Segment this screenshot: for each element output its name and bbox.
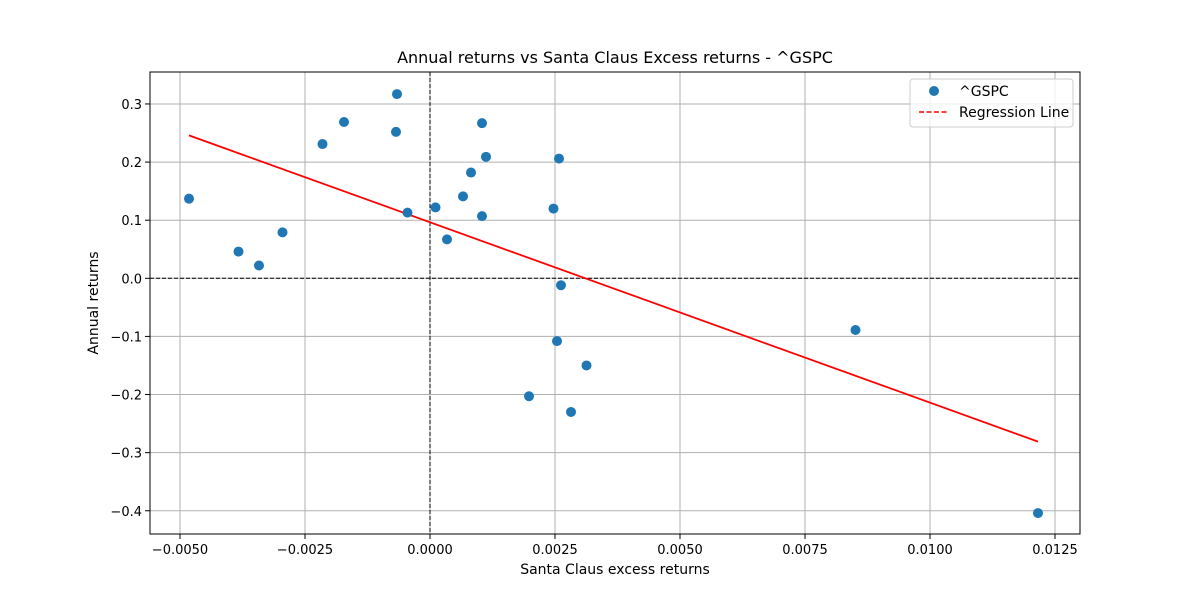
data-point	[392, 89, 402, 100]
x-axis-title: Santa Claus excess returns	[520, 562, 710, 578]
reference-lines	[150, 72, 1080, 534]
x-tick-label: 0.0050	[657, 543, 703, 558]
data-point	[233, 246, 244, 257]
y-tick-label: −0.4	[110, 505, 142, 520]
legend-label-scatter: ^GSPC	[959, 84, 1009, 100]
scatter-series	[184, 89, 1043, 519]
x-tick-label: 0.0100	[907, 543, 953, 558]
y-axis: −0.4 −0.3 −0.2 −0.1 0.0 0.1 0.2 0.3	[110, 98, 150, 520]
data-point	[317, 139, 328, 150]
y-tick-label: 0.3	[121, 98, 142, 113]
data-point	[254, 260, 264, 271]
data-point	[524, 391, 534, 402]
y-tick-label: 0.1	[121, 214, 142, 229]
x-tick-label: 0.0000	[407, 543, 453, 558]
y-tick-label: −0.2	[110, 389, 142, 404]
data-point	[402, 207, 413, 218]
y-axis-title: Annual returns	[86, 251, 102, 354]
regression-line	[188, 134, 1039, 443]
data-point	[184, 193, 194, 204]
data-point	[339, 116, 349, 127]
legend-marker-scatter	[929, 86, 939, 96]
data-point	[442, 234, 452, 245]
data-point	[1033, 508, 1043, 519]
x-tick-label: −0.0025	[277, 543, 333, 558]
legend-label-regression: Regression Line	[959, 105, 1069, 121]
y-tick-label: −0.1	[110, 330, 142, 345]
grid	[150, 72, 1080, 534]
x-tick-label: 0.0125	[1032, 543, 1078, 558]
data-point	[481, 151, 491, 162]
y-tick-label: 0.0	[121, 272, 142, 287]
data-point	[548, 203, 559, 214]
data-point	[430, 202, 441, 213]
data-point	[277, 227, 288, 238]
x-tick-label: 0.0075	[782, 543, 828, 558]
regression-series	[188, 134, 1039, 443]
data-point	[566, 406, 576, 417]
data-point	[554, 153, 564, 164]
data-point	[581, 360, 592, 371]
data-point	[466, 167, 476, 178]
data-point	[458, 191, 468, 202]
chart-title: Annual returns vs Santa Claus Excess ret…	[397, 48, 833, 67]
data-point	[477, 211, 487, 222]
y-tick-label: −0.3	[110, 447, 142, 462]
x-tick-label: 0.0025	[532, 543, 578, 558]
legend-box	[909, 78, 1074, 128]
plot-frame	[149, 71, 1081, 535]
x-tick-label: −0.0050	[152, 543, 208, 558]
data-point	[556, 280, 566, 291]
x-axis: −0.0050 −0.0025 0.0000 0.0025 0.0050 0.0075 0.…	[152, 534, 1078, 558]
data-point	[552, 336, 562, 347]
y-tick-label: 0.2	[121, 156, 142, 171]
data-point	[391, 126, 401, 137]
legend: ^GSPC Regression Line	[909, 78, 1074, 128]
data-point	[477, 118, 487, 129]
data-point	[850, 325, 861, 336]
